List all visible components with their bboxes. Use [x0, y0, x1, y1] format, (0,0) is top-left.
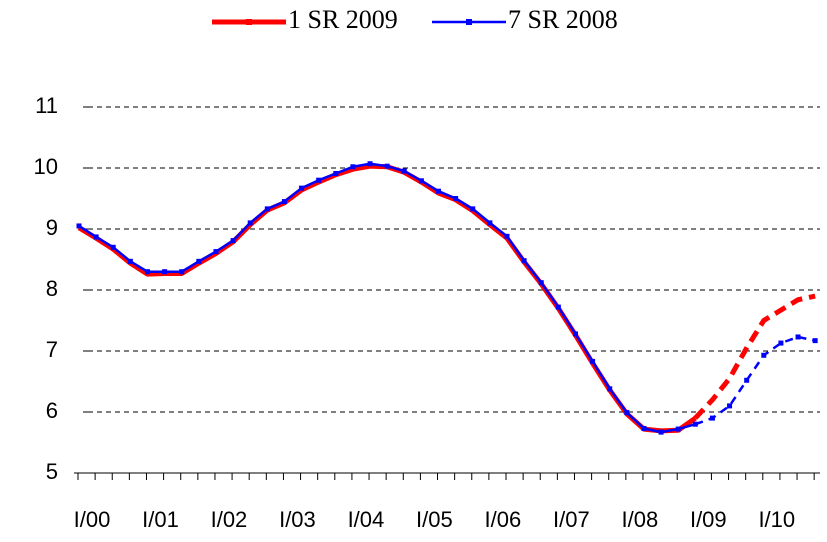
point: [350, 164, 356, 170]
x-tick-label: I/05: [416, 507, 453, 532]
point: [607, 386, 613, 392]
y-tick-label: 5: [46, 459, 58, 484]
point: [230, 238, 236, 244]
point: [316, 177, 322, 183]
point: [247, 220, 253, 226]
point: [624, 410, 630, 416]
point: [213, 249, 219, 255]
point: [162, 269, 168, 275]
point: [572, 331, 578, 337]
point: [110, 244, 116, 250]
legend-item: 1 SR 2009: [212, 5, 398, 34]
point: [795, 334, 801, 340]
x-tick-label: I/01: [142, 507, 179, 532]
x-tick-label: I/02: [211, 507, 248, 532]
y-tick-label: 9: [46, 215, 58, 240]
point: [281, 199, 287, 205]
point: [744, 377, 750, 383]
y-tick-label: 7: [46, 337, 58, 362]
x-tick-label: I/08: [621, 507, 658, 532]
point: [658, 429, 664, 435]
point: [470, 206, 476, 212]
point: [93, 234, 99, 240]
point: [487, 220, 493, 226]
point: [555, 304, 561, 310]
point: [299, 185, 305, 191]
point: [590, 358, 596, 364]
point: [196, 258, 202, 264]
point: [812, 338, 818, 344]
point: [384, 163, 390, 169]
point: [761, 352, 767, 358]
point: [264, 206, 270, 212]
legend-marker: [466, 19, 472, 25]
point: [76, 223, 82, 229]
x-tick-label: I/07: [553, 507, 590, 532]
point: [367, 161, 373, 167]
point: [778, 340, 784, 346]
series-line: [77, 163, 697, 434]
point: [144, 269, 150, 275]
point: [179, 269, 185, 275]
y-tick-label: 10: [34, 154, 58, 179]
point: [401, 168, 407, 174]
x-tick-label: I/09: [690, 507, 727, 532]
point: [692, 421, 698, 427]
point: [436, 188, 442, 194]
y-tick-label: 11: [35, 93, 58, 118]
x-tick-label: I/03: [279, 507, 316, 532]
legend-item: 7 SR 2008: [432, 5, 618, 34]
y-tick-label: 8: [46, 276, 58, 301]
legend-label: 7 SR 2008: [508, 5, 618, 34]
series-line: [78, 162, 696, 434]
x-tick-label: I/00: [74, 507, 111, 532]
x-tick-label: I/04: [348, 507, 385, 532]
point: [418, 178, 424, 184]
series-line-dashed: [693, 293, 816, 420]
point: [675, 426, 681, 432]
point: [709, 415, 715, 421]
point: [521, 258, 527, 264]
x-tick-label: I/06: [485, 507, 522, 532]
x-tick-label: I/10: [758, 507, 795, 532]
point: [538, 280, 544, 286]
point: [504, 233, 510, 239]
point: [453, 196, 459, 201]
legend-marker: [246, 19, 252, 25]
point: [333, 170, 339, 176]
point: [127, 258, 133, 264]
legend-label: 1 SR 2009: [288, 5, 398, 34]
point: [641, 425, 647, 431]
point: [727, 403, 733, 409]
series-line-dashed: [694, 335, 816, 426]
y-tick-label: 6: [46, 398, 58, 423]
